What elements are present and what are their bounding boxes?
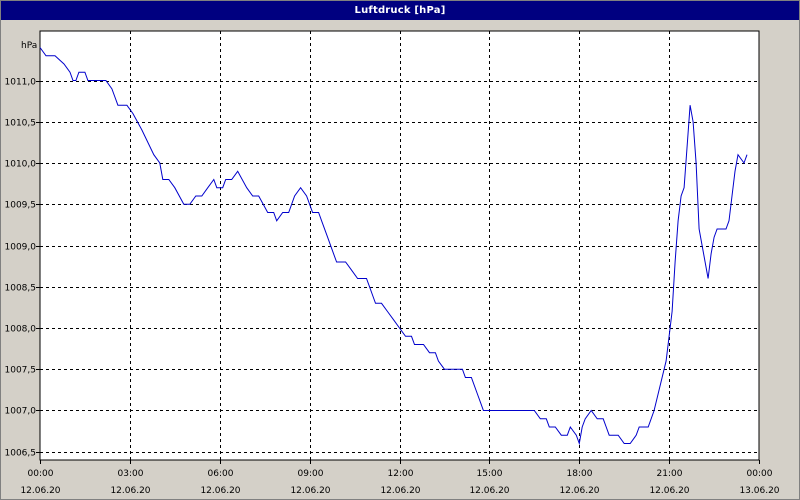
y-tick-label: 1010,0 bbox=[5, 160, 37, 170]
x-tick-date-label: 12.06.20 bbox=[290, 486, 330, 496]
series-line-luftdruck bbox=[39, 47, 748, 446]
y-tick-label: 1008,5 bbox=[5, 284, 37, 294]
x-tick-time-label: 09:00 bbox=[298, 469, 324, 479]
y-axis-unit-label: hPa bbox=[21, 41, 37, 51]
x-tick-date-label: 12.06.20 bbox=[559, 486, 599, 496]
x-tick-time-label: 21:00 bbox=[657, 469, 683, 479]
x-tick-time-label: 18:00 bbox=[567, 469, 593, 479]
x-tick-time-label: 06:00 bbox=[208, 469, 234, 479]
x-tick-date-label: 13.06.20 bbox=[739, 486, 779, 496]
chart-title: Luftdruck [hPa] bbox=[1, 1, 799, 20]
x-tick-date-label: 12.06.20 bbox=[200, 486, 240, 496]
x-tick-time-label: 03:00 bbox=[118, 469, 144, 479]
x-tick-time-label: 00:00 bbox=[28, 469, 54, 479]
x-tick-time-label: 15:00 bbox=[477, 469, 503, 479]
y-tick-label: 1008,0 bbox=[5, 325, 37, 335]
y-tick-label: 1011,0 bbox=[5, 78, 37, 88]
y-axis-ticks: 1006,5 1007,0 1007,5 1008,0 1008,5 1009,0 1009… bbox=[5, 78, 40, 459]
y-tick-label: 1007,5 bbox=[5, 366, 37, 376]
x-tick-date-label: 12.06.20 bbox=[380, 486, 420, 496]
y-tick-label: 1007,0 bbox=[5, 407, 37, 417]
plot-area bbox=[39, 30, 760, 461]
x-tick-time-label: 12:00 bbox=[388, 469, 414, 479]
x-tick-date-label: 12.06.20 bbox=[110, 486, 150, 496]
series-layer bbox=[39, 47, 748, 446]
y-tick-label: 1009,5 bbox=[5, 201, 37, 211]
pressure-chart: 1006,5 1007,0 1007,5 1008,0 1008,5 1009,0 1009… bbox=[5, 30, 780, 496]
x-tick-date-label: 12.06.20 bbox=[469, 486, 509, 496]
x-axis-ticks: 00:00 12.06.20 03:00 12.06.20 06:00 12.06.20 0… bbox=[20, 460, 780, 496]
x-tick-time-label: 00:00 bbox=[747, 469, 773, 479]
x-tick-date-label: 12.06.20 bbox=[649, 486, 689, 496]
y-tick-label: 1010,5 bbox=[5, 119, 37, 129]
y-tick-label: 1009,0 bbox=[5, 243, 37, 253]
x-tick-date-label: 12.06.20 bbox=[20, 486, 60, 496]
y-tick-label: 1006,5 bbox=[5, 449, 37, 459]
